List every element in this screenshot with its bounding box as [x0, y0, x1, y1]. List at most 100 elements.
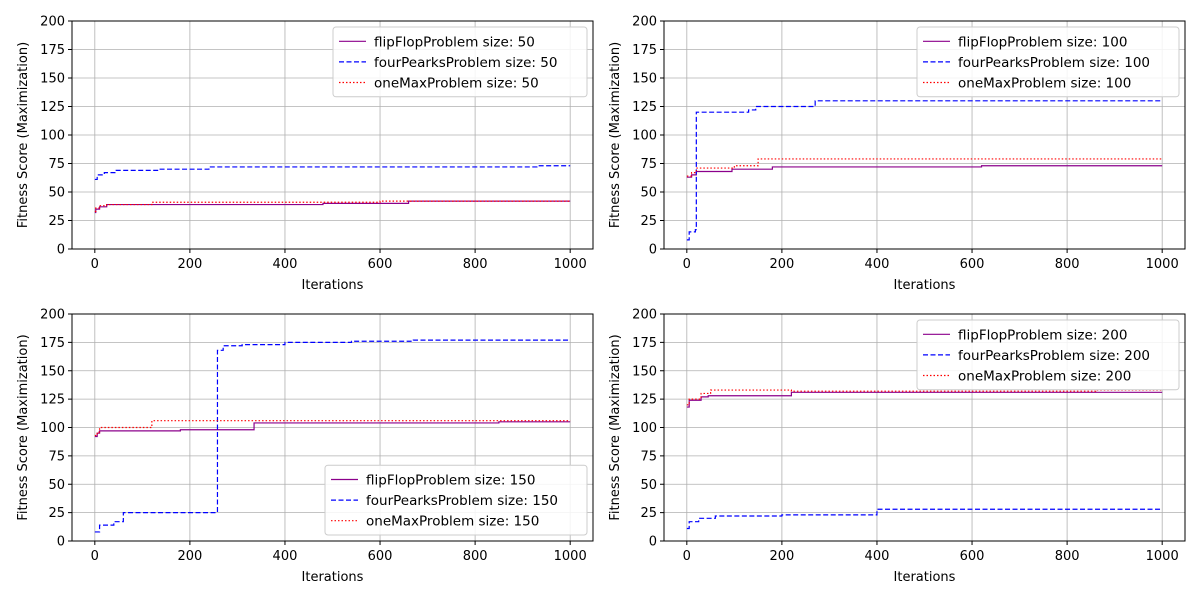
y-tick-label: 150	[632, 72, 657, 87]
legend-label: oneMaxProblem size: 150	[366, 514, 539, 530]
y-tick-label: 0	[649, 243, 657, 258]
y-tick-label: 175	[632, 336, 657, 351]
legend-label: oneMaxProblem size: 100	[958, 76, 1131, 92]
y-axis-label: Fitness Score (Maximization)	[608, 42, 623, 228]
legend: flipFlopProblem size: 50 fourPearksProble…	[332, 26, 588, 98]
y-tick-label: 75	[48, 449, 65, 464]
y-tick-label: 50	[640, 186, 657, 201]
chart-panel-2: 0 200 400 600 800 1000 0 25 50 75 100 125 150 175 200 I…	[608, 15, 1186, 293]
series-line-2	[94, 165, 571, 181]
legend-label: fourPearksProblem size: 150	[366, 493, 558, 509]
x-tick-label: 1000	[554, 549, 587, 564]
x-tick-label: 1000	[554, 257, 587, 272]
series-line-3	[686, 158, 1163, 177]
y-tick-label: 0	[57, 535, 65, 550]
y-tick-label: 50	[48, 478, 65, 493]
x-tick-label: 800	[463, 257, 488, 272]
x-tick-label: 0	[91, 549, 99, 564]
y-tick-label: 175	[632, 43, 657, 58]
legend-label: fourPearksProblem size: 50	[374, 55, 557, 71]
legend-box	[916, 26, 1180, 98]
x-tick-label: 200	[177, 549, 202, 564]
x-tick-label: 0	[683, 549, 691, 564]
x-axis-label: Iterations	[302, 570, 364, 585]
y-tick-label: 200	[632, 15, 657, 30]
legend: flipFlopProblem size: 150 fourPearksProbl…	[324, 464, 588, 536]
y-tick-label: 75	[48, 157, 65, 172]
y-tick-label: 150	[40, 364, 65, 379]
x-tick-label: 1000	[1146, 549, 1179, 564]
legend-box	[332, 26, 588, 98]
y-tick-label: 0	[57, 243, 65, 258]
legend-box	[324, 464, 588, 536]
x-tick-label: 800	[463, 549, 488, 564]
series-line-2	[94, 339, 571, 533]
x-axis-label: Iterations	[894, 570, 956, 585]
x-tick-label: 400	[273, 257, 298, 272]
series-line-3	[94, 200, 571, 212]
legend-label: flipFlopProblem size: 200	[958, 327, 1127, 343]
y-tick-label: 200	[40, 15, 65, 30]
y-tick-label: 50	[640, 478, 657, 493]
legend: flipFlopProblem size: 100 fourPearksProbl…	[916, 26, 1180, 98]
y-tick-label: 150	[40, 72, 65, 87]
y-tick-label: 125	[632, 100, 657, 115]
chart-panel-3: 0 200 400 600 800 1000 0 25 50 75 100 125 150 175 200 I…	[16, 308, 594, 585]
y-tick-label: 25	[48, 214, 65, 229]
legend-label: fourPearksProblem size: 200	[958, 348, 1150, 364]
legend-label: flipFlopProblem size: 50	[374, 34, 535, 50]
legend-label: flipFlopProblem size: 150	[366, 473, 535, 489]
y-tick-label: 25	[640, 214, 657, 229]
y-tick-label: 200	[40, 308, 65, 323]
x-tick-label: 0	[683, 257, 691, 272]
y-tick-label: 50	[48, 186, 65, 201]
y-axis-label: Fitness Score (Maximization)	[608, 334, 623, 520]
series-line-3	[94, 420, 571, 437]
y-tick-label: 25	[640, 506, 657, 521]
x-tick-label: 600	[960, 549, 985, 564]
x-axis-label: Iterations	[894, 278, 956, 293]
legend-label: oneMaxProblem size: 50	[374, 76, 539, 92]
legend: flipFlopProblem size: 200 fourPearksProbl…	[916, 319, 1180, 391]
y-axis-label: Fitness Score (Maximization)	[16, 42, 31, 228]
x-tick-label: 600	[368, 549, 393, 564]
x-tick-label: 400	[865, 257, 890, 272]
series-line-2	[686, 100, 1163, 241]
x-tick-label: 200	[177, 257, 202, 272]
y-tick-label: 100	[40, 129, 65, 144]
y-tick-label: 125	[40, 100, 65, 115]
x-axis-label: Iterations	[302, 278, 364, 293]
x-tick-label: 600	[960, 257, 985, 272]
series-line-1	[94, 200, 571, 214]
x-tick-label: 800	[1055, 549, 1080, 564]
chart-panel-4: 0 200 400 600 800 1000 0 25 50 75 100 125 150 175 200 I…	[608, 308, 1186, 585]
y-tick-label: 175	[40, 43, 65, 58]
x-tick-label: 400	[865, 549, 890, 564]
y-tick-label: 150	[632, 364, 657, 379]
y-tick-label: 175	[40, 336, 65, 351]
y-tick-label: 100	[632, 129, 657, 144]
y-tick-label: 100	[40, 421, 65, 436]
series-line-3	[686, 389, 1163, 406]
y-tick-label: 100	[632, 421, 657, 436]
series-line-2	[686, 508, 1163, 530]
legend-box	[916, 319, 1180, 391]
x-tick-label: 0	[91, 257, 99, 272]
legend-label: oneMaxProblem size: 200	[958, 369, 1131, 385]
series-line-1	[686, 165, 1163, 178]
x-tick-label: 1000	[1146, 257, 1179, 272]
y-axis-label: Fitness Score (Maximization)	[16, 334, 31, 520]
legend-label: flipFlopProblem size: 100	[958, 34, 1127, 50]
chart-panel-1: 0 200 400 600 800 1000 0 25 50 75 100 125 150 175 200 I…	[16, 15, 594, 293]
x-tick-label: 800	[1055, 257, 1080, 272]
y-tick-label: 125	[632, 393, 657, 408]
y-tick-label: 125	[40, 393, 65, 408]
x-tick-label: 400	[273, 549, 298, 564]
y-tick-label: 75	[640, 157, 657, 172]
y-tick-label: 75	[640, 449, 657, 464]
x-tick-label: 600	[368, 257, 393, 272]
y-tick-label: 0	[649, 535, 657, 550]
y-tick-label: 200	[632, 308, 657, 323]
legend-label: fourPearksProblem size: 100	[958, 55, 1150, 71]
